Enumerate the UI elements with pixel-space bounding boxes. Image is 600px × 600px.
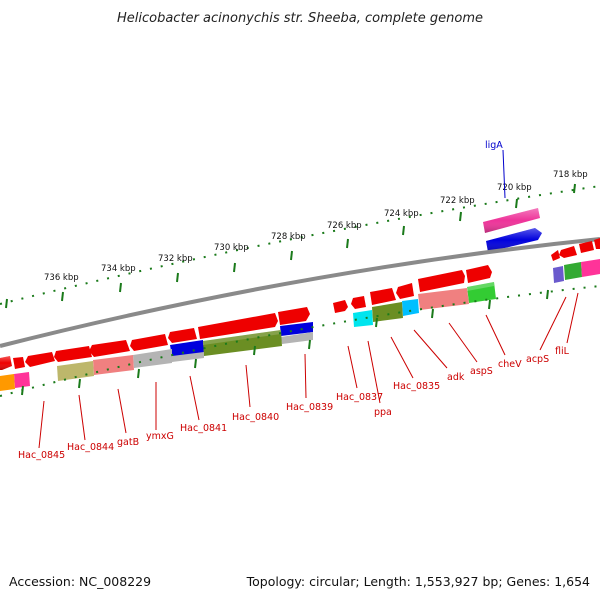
gene-arrow[interactable] [168,328,197,343]
gene-label-Hac_0841[interactable]: Hac_0841 [180,423,227,434]
gene-label-Hac_0845[interactable]: Hac_0845 [18,450,65,461]
gene-label-aspS[interactable]: aspS [470,366,493,377]
forward-genes-blue [170,322,313,357]
gene-block[interactable] [0,374,15,391]
gene-labels: ligA fliL acpS cheV aspS adk Hac_0835 pp… [18,140,570,461]
gene-block[interactable] [93,355,134,375]
gene-arrow[interactable] [466,265,492,283]
gene-arrow[interactable] [551,250,560,261]
scale-label-734: 734 kbp [101,264,136,274]
gene-label-ligA[interactable]: ligA [485,140,503,151]
gene-label-adk[interactable]: adk [447,372,465,383]
gene-block[interactable] [553,266,564,283]
gene-ligA[interactable] [483,208,540,233]
scale-label-726: 726 kbp [327,221,362,231]
gene-label-fliL[interactable]: fliL [555,346,570,357]
outer-major-ticks [5,183,576,309]
gene-label-ymxG[interactable]: ymxG [146,431,174,442]
scale-label-730: 730 kbp [214,243,249,253]
gene-block[interactable] [57,361,94,381]
gene-arrow[interactable] [396,283,414,299]
forward-genes [0,238,600,370]
gene-label-gatB[interactable]: gatB [117,437,139,448]
gene-block[interactable] [372,302,403,322]
gene-arrow[interactable] [54,346,92,362]
reverse-genes [0,259,600,391]
gene-arrow[interactable] [594,238,600,249]
genome-summary-text: Topology: circular; Length: 1,553,927 bp… [246,574,590,589]
gene-label-Hac_0844[interactable]: Hac_0844 [67,442,114,453]
gene-arrow[interactable] [370,288,396,305]
gene-arrow[interactable] [170,340,204,357]
gene-arrow[interactable] [351,296,366,309]
gene-label-Hac_0837[interactable]: Hac_0837 [336,392,383,403]
gene-arrow[interactable] [89,340,130,357]
scale-label-728: 728 kbp [271,232,306,242]
gene-block[interactable] [353,310,373,327]
genome-title: Helicobacter acinonychis str. Sheeba, co… [117,11,483,26]
gene-block[interactable] [564,262,582,280]
gene-arrow[interactable] [0,356,12,370]
scale-label-718: 718 kbp [553,170,588,180]
gene-block[interactable] [581,259,600,277]
reverse-genes-shade [203,282,494,345]
scale-label-736: 736 kbp [44,273,79,283]
gene-block[interactable] [402,299,419,316]
gene-block[interactable] [172,352,204,362]
scale-label-732: 732 kbp [158,254,193,264]
scale-label-720: 720 kbp [497,183,532,193]
gene-block[interactable] [133,349,172,368]
genome-backbone [0,237,600,348]
gene-arrow[interactable] [278,307,310,325]
gene-arrow[interactable] [333,300,348,313]
scale-label-722: 722 kbp [440,196,475,206]
gene-label-cheV[interactable]: cheV [498,359,522,370]
inner-major-ticks [21,289,549,396]
gene-block[interactable] [281,332,313,344]
gene-block[interactable] [418,288,469,310]
gene-block[interactable] [467,282,496,303]
gene-arrow[interactable] [130,334,168,351]
gene-label-Hac_0835[interactable]: Hac_0835 [393,381,440,392]
gene-arrow[interactable] [559,246,577,258]
label-leaders [38,149,579,449]
gene-label-acpS[interactable]: acpS [526,354,549,365]
gene-arrow[interactable] [418,270,465,292]
scale-labels: 718 kbp 720 kbp 722 kbp 724 kbp 726 kbp … [44,170,588,283]
gene-label-ppa[interactable]: ppa [374,407,392,418]
gene-arrow[interactable] [579,241,594,253]
gene-blue-upper[interactable] [486,228,542,252]
gene-block[interactable] [203,330,282,356]
gene-arrow[interactable] [25,352,55,367]
gene-label-Hac_0840[interactable]: Hac_0840 [232,412,279,423]
scale-label-724: 724 kbp [384,209,419,219]
gene-arrow[interactable] [198,313,278,339]
gene-block[interactable] [14,372,30,388]
accession-text: Accession: NC_008229 [9,574,151,589]
gene-arrow[interactable] [13,357,25,369]
gene-label-Hac_0839[interactable]: Hac_0839 [286,402,333,413]
gene-arrow[interactable] [280,322,313,336]
